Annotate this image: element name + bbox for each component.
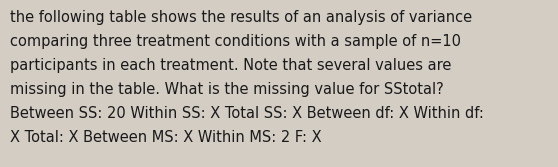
Text: participants in each treatment. Note that several values are: participants in each treatment. Note tha…	[10, 58, 451, 73]
Text: comparing three treatment conditions with a sample of n=10: comparing three treatment conditions wit…	[10, 34, 461, 49]
Text: X Total: X Between MS: X Within MS: 2 F: X: X Total: X Between MS: X Within MS: 2 F:…	[10, 130, 321, 145]
Text: the following table shows the results of an analysis of variance: the following table shows the results of…	[10, 10, 472, 25]
Text: missing in the table. What is the missing value for SStotal?: missing in the table. What is the missin…	[10, 82, 444, 97]
Text: Between SS: 20 Within SS: X Total SS: X Between df: X Within df:: Between SS: 20 Within SS: X Total SS: X …	[10, 106, 484, 121]
